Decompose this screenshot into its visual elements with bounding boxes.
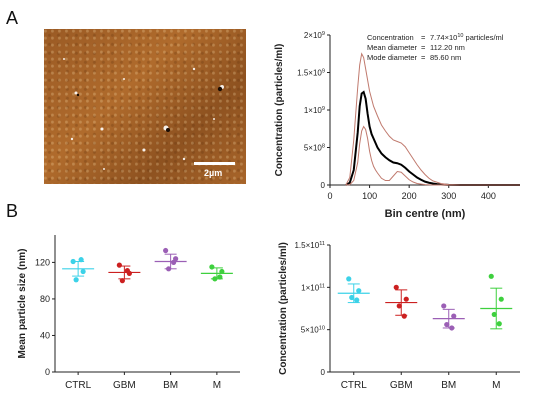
dist-annotation-label: Concentration	[367, 33, 414, 42]
group-chart-2-point	[491, 311, 497, 318]
group-chart-2-category-label: BM	[441, 380, 456, 391]
scale-bar-label: 2µm	[204, 168, 223, 178]
group-chart-2-point	[346, 276, 352, 282]
group-chart-2-point	[444, 321, 450, 328]
group-chart-1-point	[219, 268, 225, 275]
group-chart-1-point	[163, 247, 169, 254]
dist-y-tick-label: 1×109	[304, 106, 325, 115]
group-chart-1-point	[78, 257, 84, 263]
group-chart-1-point	[73, 277, 79, 283]
group-chart-2-point	[451, 313, 457, 319]
group-chart-1-y-tick-label: 0	[45, 367, 50, 377]
group-chart-1-point	[124, 268, 130, 274]
group-chart-2-point	[401, 313, 407, 319]
dist-x-axis-label: Bin centre (nm)	[385, 208, 466, 220]
group-chart-1-point	[116, 262, 122, 268]
group-chart-1-point	[217, 274, 223, 280]
dist-annotation-value: 112.20 nm	[430, 43, 465, 52]
group-chart-2-point	[354, 297, 360, 303]
dist-annotation-eq: =	[421, 43, 426, 52]
afm-micrograph: 2µm	[44, 29, 246, 184]
dist-x-tick-label: 100	[362, 191, 377, 201]
dist-x-tick-label: 0	[327, 191, 332, 201]
dist-annotation-eq: =	[421, 53, 426, 62]
group-chart-1-category-label: BM	[163, 380, 178, 391]
group-chart-2-category-label: CTRL	[341, 380, 368, 391]
dist-y-tick-label: 1.5×109	[297, 69, 325, 78]
dist-x-tick-label: 300	[441, 191, 456, 201]
group-chart-1-y-axis-label: Mean particle size (nm)	[17, 248, 28, 358]
group-chart-1-category-label: GBM	[113, 380, 136, 391]
group-chart-1-point	[171, 259, 177, 265]
dist-y-tick-label: 5×108	[304, 144, 325, 153]
group-chart-1-point	[119, 278, 125, 284]
group-chart-1-point	[70, 258, 76, 265]
dist-annotation-value: 7.74×1010 particles/ml	[430, 33, 504, 42]
dist-annotation-eq: =	[421, 33, 426, 42]
group-chart-2-point	[488, 273, 494, 279]
group-chart-2-y-tick-label: 1.5×1011	[294, 241, 325, 250]
group-chart-2-y-axis-label: Concentration (particles/ml)	[278, 242, 289, 375]
group-chart-1-y-tick-label: 120	[35, 257, 50, 267]
group-chart-2-y-tick-label: 5×1010	[301, 326, 325, 335]
dist-x-tick-label: 400	[481, 191, 496, 201]
dist-y-tick-label: 0	[321, 181, 326, 190]
group-chart-1-point	[166, 266, 172, 272]
group-chart-2-point	[441, 303, 447, 309]
group-chart-2-point	[393, 284, 399, 290]
afm-particles	[63, 58, 224, 170]
group-chart-1-point	[209, 264, 215, 270]
panel-letter-b: B	[6, 201, 19, 221]
group-chart-2-point	[349, 294, 355, 301]
group-chart-2-point	[356, 288, 362, 294]
dist-annotation-value: 85.60 nm	[430, 53, 461, 62]
dist-series-upper	[345, 52, 520, 186]
dist-y-tick-label: 2×109	[304, 31, 325, 40]
dist-annotation-label: Mean diameter	[367, 43, 418, 52]
group-chart-1-point	[80, 268, 86, 275]
dist-series-lower	[345, 125, 520, 186]
group-chart-2-category-label: GBM	[390, 380, 413, 391]
group-chart-2-point	[496, 321, 502, 327]
group-chart-1-y-tick-label: 80	[40, 294, 50, 304]
group-chart-2-y-tick-label: 1×1011	[301, 283, 325, 292]
group-chart-1-point	[212, 276, 218, 282]
group-chart-1-y-tick-label: 40	[40, 330, 50, 340]
dist-annotation-label: Mode diameter	[367, 53, 418, 62]
group-chart-2-y-tick-label: 0	[321, 368, 326, 377]
group-chart-1-category-label: M	[213, 380, 221, 391]
group-chart-2-point	[498, 296, 504, 302]
group-chart-2-point	[403, 296, 409, 302]
dist-y-axis-label: Concentration (particles/ml)	[274, 44, 285, 177]
group-chart-1-category-label: CTRL	[65, 380, 92, 391]
dist-x-tick-label: 200	[402, 191, 417, 201]
dist-series-mean	[345, 90, 520, 186]
panel-letter-a: A	[6, 8, 19, 28]
group-chart-2-point	[396, 303, 402, 309]
scale-bar	[194, 162, 235, 165]
group-chart-2-category-label: M	[492, 380, 500, 391]
group-chart-2-point	[449, 325, 455, 331]
